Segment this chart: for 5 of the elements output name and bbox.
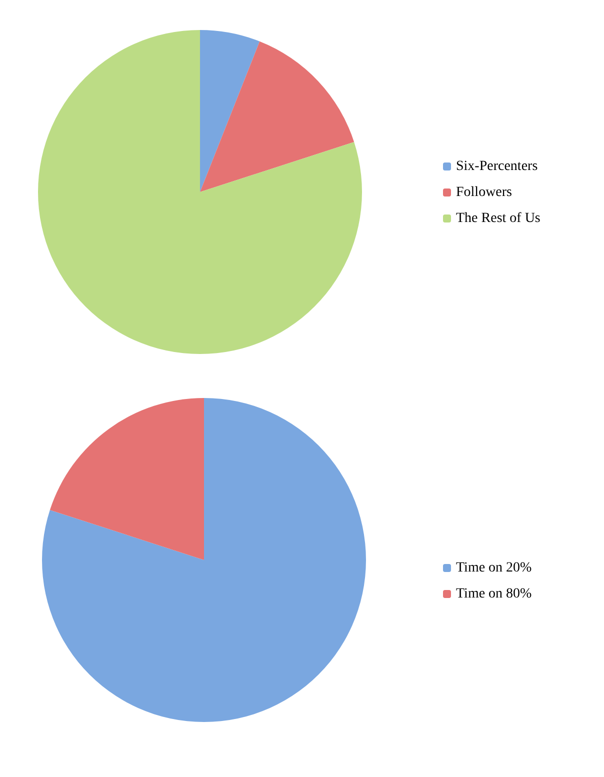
legend-label: Followers — [456, 185, 512, 200]
legend-label: Time on 20% — [456, 560, 532, 576]
legend-label: Six-Percenters — [456, 159, 538, 174]
legend-label: Time on 80% — [456, 586, 532, 602]
legend-label: The Rest of Us — [456, 211, 540, 226]
